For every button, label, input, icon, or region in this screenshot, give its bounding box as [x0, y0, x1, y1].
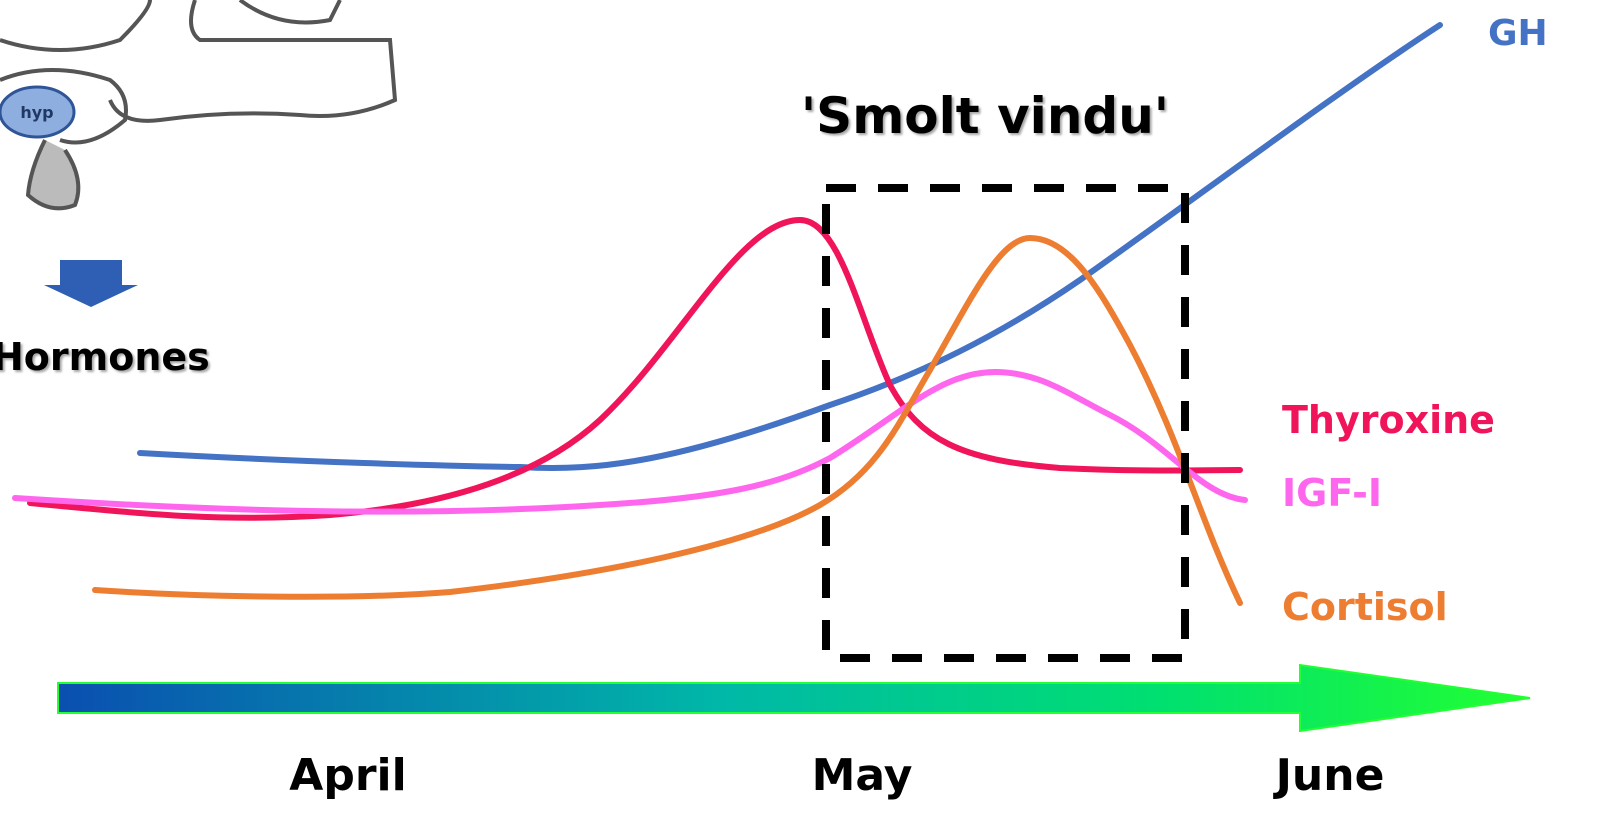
cortisol-label: Cortisol — [1282, 585, 1448, 629]
cortisol-curve — [92, 234, 1243, 606]
igf-label: IGF-I — [1282, 471, 1382, 515]
hyp-node — [0, 85, 76, 139]
igf-curve — [12, 368, 1248, 515]
gh-label: GH — [1488, 13, 1548, 54]
thyroxine-curve — [27, 216, 1243, 521]
timeline-arrow — [57, 663, 1531, 733]
brain-sketch — [0, 0, 398, 211]
gh-curve — [137, 22, 1443, 472]
month-label: April — [289, 750, 406, 801]
window-title: 'Smolt vindu' — [801, 87, 1169, 145]
thyroxine-label: Thyroxine — [1282, 398, 1495, 442]
month-label: May — [812, 750, 913, 801]
smolt-window-box — [822, 184, 1189, 662]
hyp-label: hyp — [20, 103, 53, 122]
hormones-label: Hormones — [0, 335, 210, 379]
month-label: June — [1273, 750, 1385, 801]
down-arrow — [44, 260, 138, 307]
